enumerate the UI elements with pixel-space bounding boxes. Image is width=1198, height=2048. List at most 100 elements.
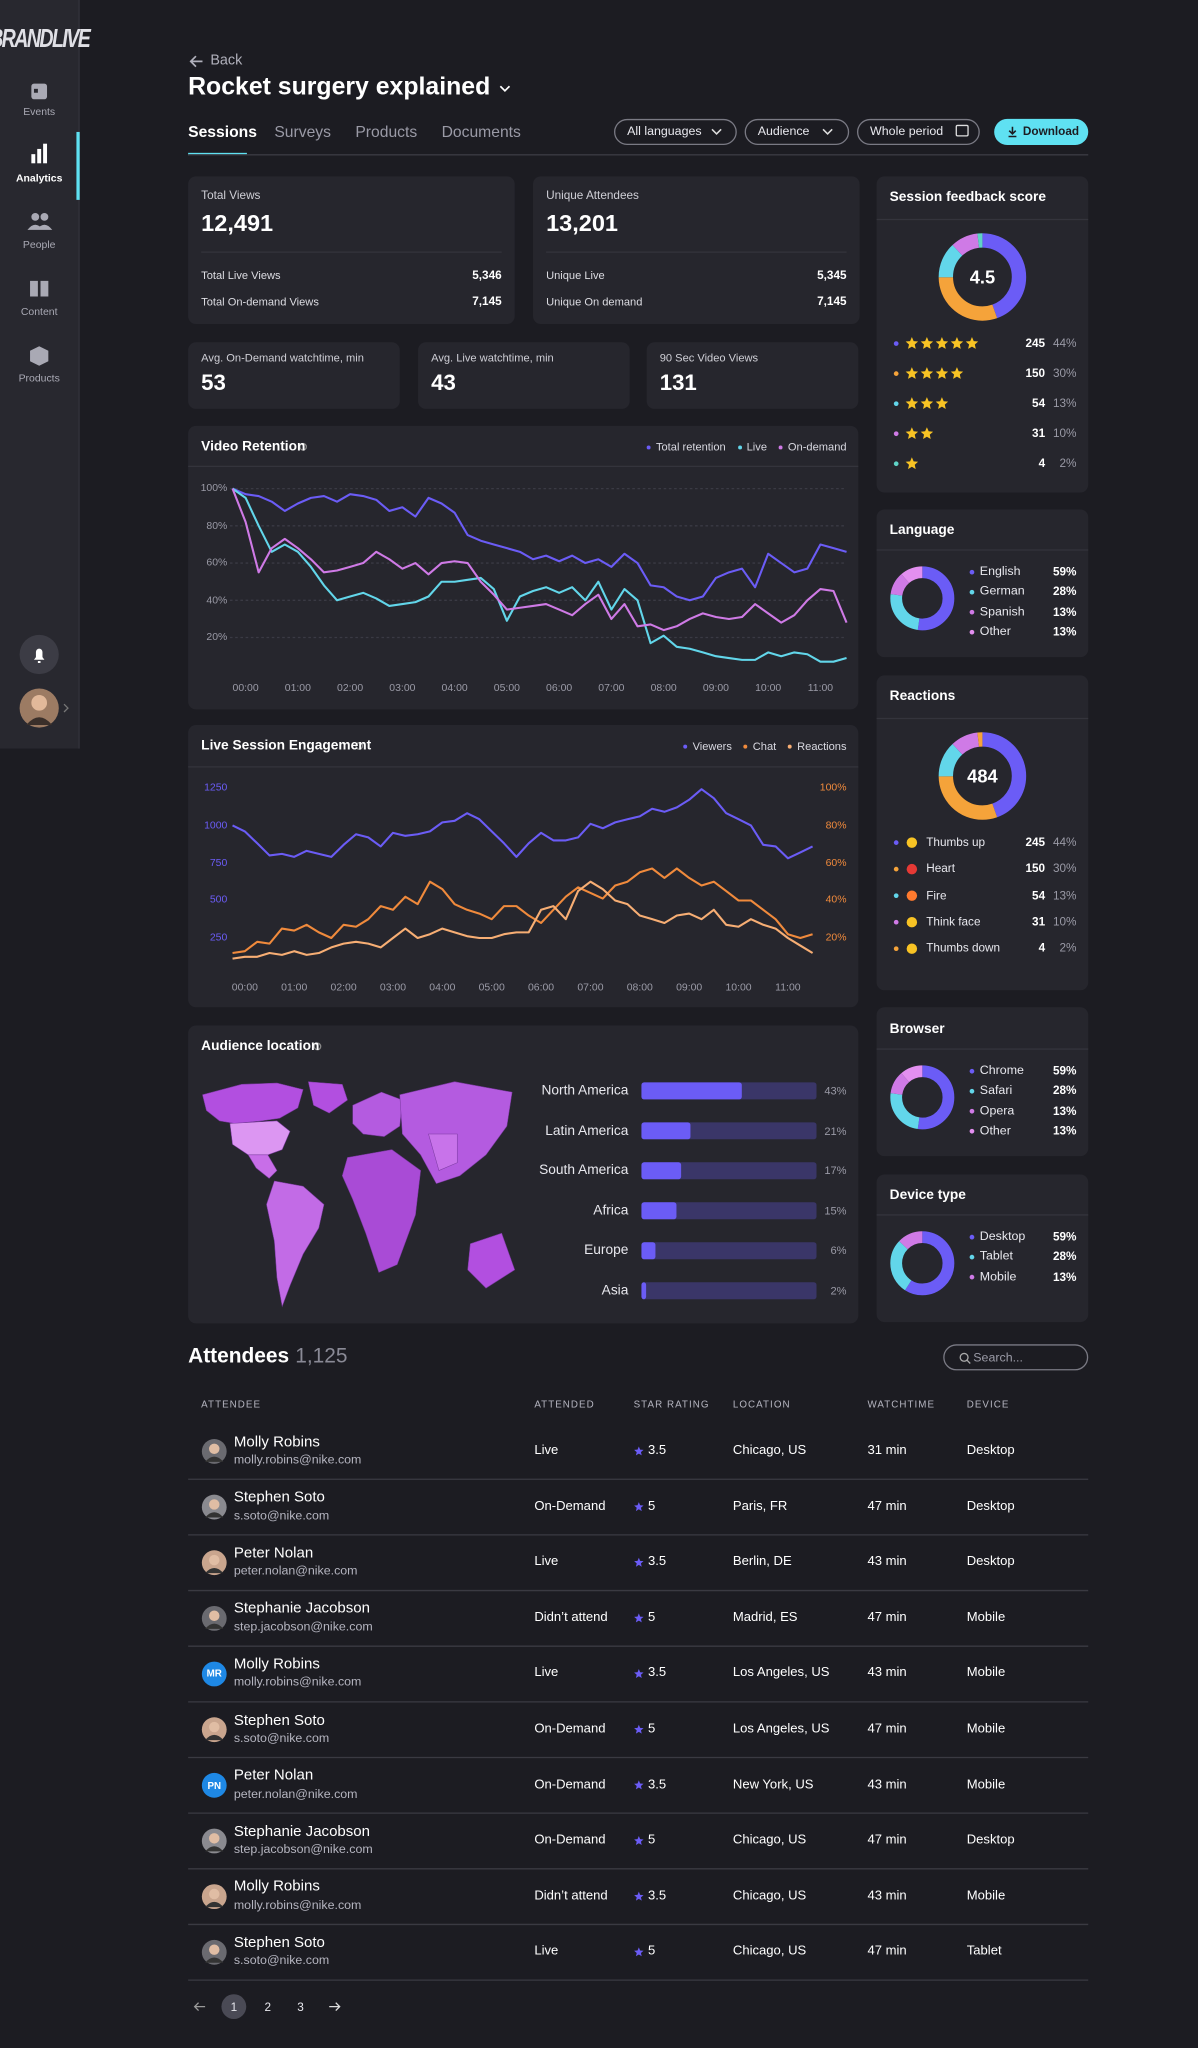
- cell-location: New York, US: [732, 1777, 814, 1792]
- legend-item: Viewers: [683, 739, 732, 752]
- attendee-name: Stephen Soto: [233, 1934, 325, 1951]
- bell-icon: [33, 648, 45, 663]
- filter-pill[interactable]: [744, 118, 850, 145]
- legend-dot: [969, 1254, 975, 1260]
- legend-dot: [778, 445, 783, 450]
- x-tick-label: 01:00: [281, 981, 308, 993]
- count-label: 31: [1032, 426, 1046, 440]
- analytics-icon: [43, 143, 48, 164]
- page-number[interactable]: 1: [230, 2000, 238, 2014]
- reaction-icon: [906, 890, 918, 901]
- cell-attended: Live: [534, 1944, 559, 1959]
- nav-item[interactable]: Events: [23, 105, 56, 118]
- content-icon: [30, 280, 49, 297]
- series-line: [232, 880, 814, 960]
- legend-dot: [969, 629, 975, 635]
- avatar-face: [209, 1944, 220, 1955]
- rating-star: [905, 397, 919, 409]
- donut-segment: [890, 1065, 955, 1130]
- legend-dot: [969, 1068, 975, 1074]
- nav-item[interactable]: Analytics: [15, 172, 63, 185]
- map-usa: [229, 1120, 291, 1156]
- tab[interactable]: Sessions: [188, 122, 257, 142]
- title-chevron[interactable]: [499, 85, 511, 92]
- cell-rating: 5: [647, 1944, 656, 1959]
- nav-item[interactable]: Products: [18, 372, 60, 385]
- next-page[interactable]: [329, 2002, 341, 2012]
- rating-star-icon: [634, 1446, 644, 1456]
- count-label: 54: [1032, 396, 1046, 410]
- avatar-body: [205, 1957, 224, 1963]
- column-header[interactable]: ATTENDEE: [201, 1398, 262, 1410]
- percent-label: 30%: [1052, 861, 1077, 876]
- x-tick-label: 00:00: [231, 981, 258, 993]
- column-header[interactable]: LOCATION: [732, 1398, 791, 1410]
- count-label: 245: [1025, 835, 1046, 849]
- info-icon[interactable]: [299, 442, 308, 451]
- category-label: Mobile: [979, 1269, 1017, 1284]
- map-central-america: [247, 1154, 278, 1179]
- category-label: Chrome: [979, 1063, 1024, 1079]
- legend-item: Chat: [743, 739, 776, 752]
- bar-label: Africa: [593, 1202, 629, 1219]
- x-tick-label: 03:00: [379, 981, 407, 993]
- cell-rating: 5: [647, 1833, 656, 1848]
- avatar: [201, 1772, 227, 1798]
- chart-title: Reactions: [889, 688, 956, 704]
- y-tick-label: 100%: [200, 482, 228, 494]
- filter-pill[interactable]: [856, 118, 980, 145]
- y-tick-label: 250: [209, 931, 228, 944]
- prev-page[interactable]: [193, 2002, 206, 2012]
- column-header[interactable]: STAR RATING: [633, 1398, 710, 1410]
- tab[interactable]: Surveys: [274, 122, 331, 142]
- page-number[interactable]: 2: [264, 2000, 272, 2014]
- cell-location: Chicago, US: [732, 1888, 807, 1904]
- bar-value-label: 17%: [824, 1163, 847, 1177]
- legend-dot: [893, 946, 899, 952]
- legend-label: Live: [746, 440, 767, 454]
- nav-item[interactable]: People: [22, 239, 56, 251]
- cell-device: Desktop: [966, 1554, 1015, 1570]
- info-icon[interactable]: [355, 742, 364, 750]
- legend-dot: [737, 445, 742, 450]
- tab[interactable]: Documents: [441, 122, 521, 142]
- column-header[interactable]: DEVICE: [966, 1398, 1010, 1410]
- cell-watchtime: 47 min: [867, 1833, 907, 1848]
- chart-title: Video Retention: [201, 438, 306, 455]
- legend-label: Reactions: [797, 739, 847, 753]
- bar-label: South America: [539, 1162, 629, 1179]
- stat-row-value: 7,145: [472, 294, 502, 308]
- map-asia: [399, 1081, 513, 1184]
- avatar-chevron: [63, 703, 69, 713]
- y-tick-label: 80%: [825, 818, 847, 831]
- filter-pill[interactable]: [614, 118, 737, 145]
- tab[interactable]: Products: [355, 122, 418, 142]
- cell-attended: On-Demand: [534, 1777, 606, 1792]
- legend-dot: [893, 893, 899, 899]
- chart-title: Device type: [889, 1187, 966, 1203]
- small-stat-label: 90 Sec Video Views: [659, 351, 759, 365]
- info-icon[interactable]: [313, 1042, 322, 1051]
- chart-title: Session feedback score: [889, 189, 1046, 205]
- attendee-name: Stephen Soto: [233, 1489, 325, 1506]
- percent-label: 13%: [1052, 624, 1077, 639]
- category-label: English: [979, 564, 1021, 580]
- x-tick-label: 10:00: [725, 981, 752, 993]
- user-avatar-face: [31, 695, 48, 711]
- cell-attended: Live: [534, 1666, 559, 1681]
- nav-item[interactable]: Content: [20, 305, 58, 318]
- back-arrow[interactable]: [189, 55, 203, 68]
- search-box[interactable]: [943, 1344, 1089, 1371]
- bar-track: [641, 1202, 817, 1220]
- avatar-body: [205, 1846, 224, 1852]
- cell-rating: 3.5: [647, 1888, 667, 1904]
- bar: [641, 1082, 742, 1100]
- back-link[interactable]: Back: [210, 52, 243, 69]
- column-header[interactable]: WATCHTIME: [867, 1398, 936, 1410]
- column-header[interactable]: ATTENDED: [534, 1398, 595, 1410]
- count-label: 4: [1038, 941, 1046, 955]
- percent-label: 28%: [1052, 1084, 1077, 1098]
- x-tick-label: 03:00: [389, 681, 416, 694]
- page-number[interactable]: 3: [297, 2000, 304, 2014]
- y-tick-label: 1250: [204, 781, 228, 793]
